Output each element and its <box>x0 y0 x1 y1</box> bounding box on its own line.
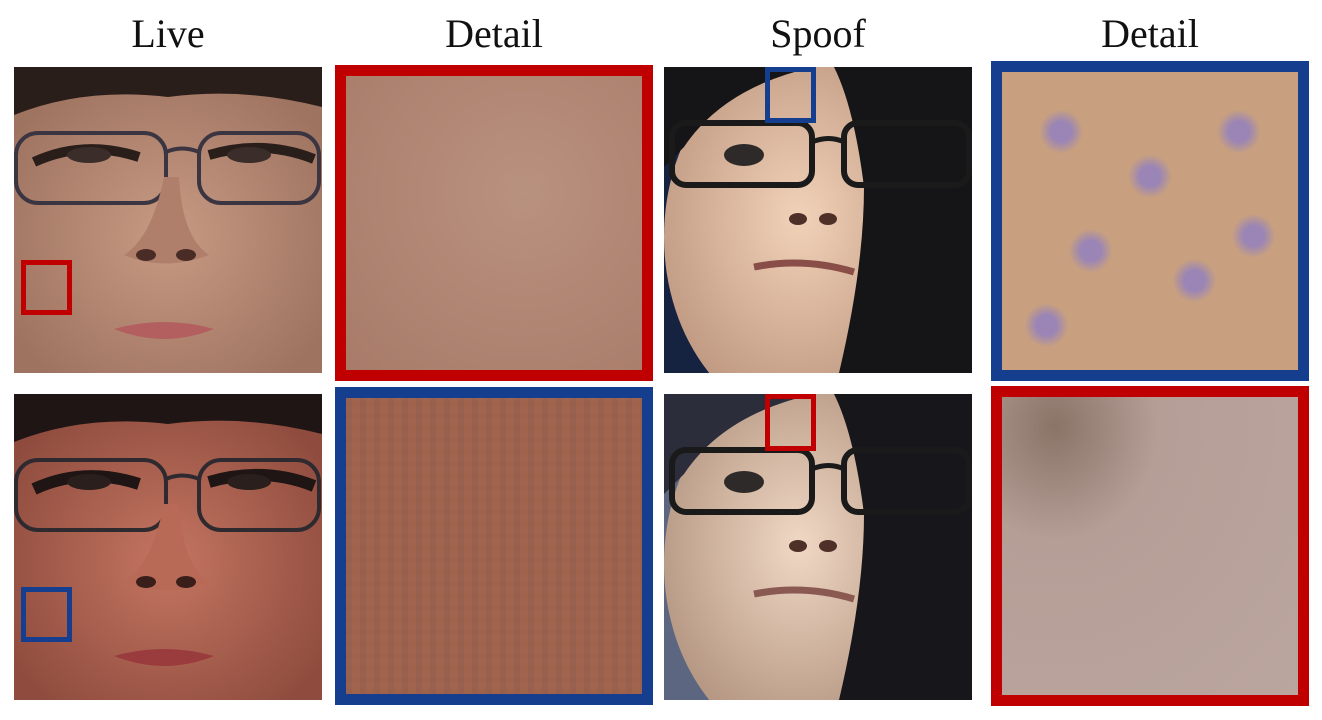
live-face-illustration-1 <box>14 67 322 373</box>
spoof-marker-blue <box>765 67 816 123</box>
spoof-detail-red <box>991 386 1309 706</box>
title-detail-spoof: Detail <box>1101 11 1199 56</box>
spoof-face-illustration-2 <box>664 394 972 700</box>
live-face-photo-1 <box>14 67 322 373</box>
live-detail-blue <box>335 387 653 705</box>
live-detail-red <box>335 65 653 381</box>
spoof-face-photo-2 <box>664 394 972 700</box>
title-detail-live: Detail <box>445 11 543 56</box>
live-face-photo-2 <box>14 394 322 700</box>
title-live: Live <box>131 11 205 56</box>
spoof-face-photo-1 <box>664 67 972 373</box>
live-marker-red <box>21 260 72 315</box>
title-spoof: Spoof <box>770 11 866 56</box>
spoof-detail-blue <box>991 61 1309 381</box>
live-face-illustration-2 <box>14 394 322 700</box>
live-marker-blue <box>21 587 72 642</box>
spoof-marker-red <box>765 394 816 451</box>
spoof-face-illustration-1 <box>664 67 972 373</box>
